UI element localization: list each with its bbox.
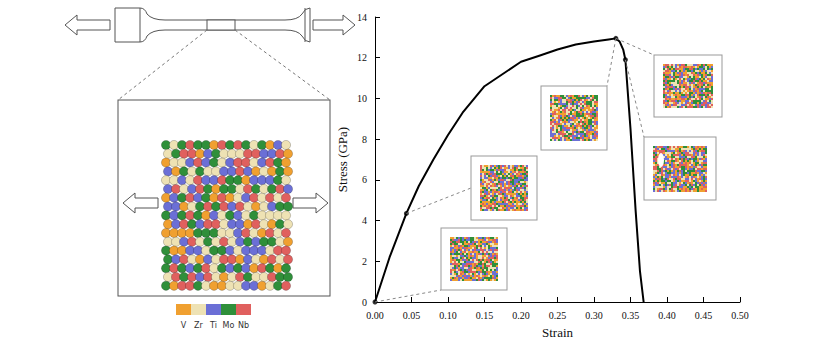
svg-text:0.20: 0.20 <box>512 310 530 321</box>
svg-text:0.25: 0.25 <box>549 310 567 321</box>
svg-text:0.10: 0.10 <box>439 310 457 321</box>
svg-text:0.40: 0.40 <box>658 310 676 321</box>
svg-text:8: 8 <box>362 134 367 145</box>
svg-text:14: 14 <box>357 12 367 23</box>
svg-text:Strain: Strain <box>542 325 574 340</box>
svg-text:Nb: Nb <box>238 321 249 330</box>
svg-text:0.15: 0.15 <box>476 310 494 321</box>
svg-text:0.05: 0.05 <box>403 310 421 321</box>
svg-text:Zr: Zr <box>194 321 203 330</box>
svg-text:Ti: Ti <box>209 321 217 330</box>
svg-text:0.35: 0.35 <box>622 310 640 321</box>
svg-text:6: 6 <box>362 174 367 185</box>
svg-text:4: 4 <box>362 215 367 226</box>
svg-text:0.45: 0.45 <box>695 310 713 321</box>
svg-text:2: 2 <box>362 256 367 267</box>
svg-text:0.50: 0.50 <box>731 310 749 321</box>
svg-text:V: V <box>181 321 187 330</box>
svg-text:12: 12 <box>357 52 367 63</box>
svg-text:0.30: 0.30 <box>585 310 603 321</box>
svg-text:Mo: Mo <box>223 321 235 330</box>
svg-text:10: 10 <box>357 93 367 104</box>
svg-text:0: 0 <box>362 297 367 308</box>
svg-text:0.00: 0.00 <box>366 310 384 321</box>
svg-text:Stress (GPa): Stress (GPa) <box>335 127 350 192</box>
